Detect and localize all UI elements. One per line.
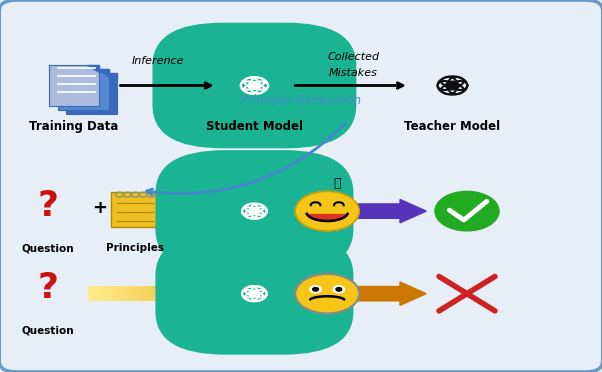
Bar bbox=[205, 204, 208, 218]
Bar bbox=[214, 204, 217, 218]
Bar bbox=[168, 286, 172, 301]
Bar bbox=[225, 286, 229, 301]
Bar bbox=[88, 286, 93, 301]
Bar bbox=[164, 286, 169, 301]
Text: +: + bbox=[93, 199, 108, 217]
Bar bbox=[134, 286, 138, 301]
Bar bbox=[180, 204, 182, 218]
Polygon shape bbox=[97, 69, 108, 76]
Text: Inference: Inference bbox=[132, 56, 185, 66]
Bar bbox=[221, 286, 225, 301]
Bar bbox=[138, 286, 142, 301]
Circle shape bbox=[295, 191, 359, 231]
Circle shape bbox=[445, 81, 459, 90]
Text: Collected: Collected bbox=[327, 52, 379, 62]
Bar bbox=[100, 286, 104, 301]
Bar bbox=[96, 286, 101, 301]
Circle shape bbox=[310, 286, 321, 293]
FancyBboxPatch shape bbox=[58, 69, 108, 110]
Bar bbox=[104, 286, 108, 301]
Bar bbox=[193, 204, 195, 218]
Bar bbox=[211, 204, 213, 218]
Bar bbox=[209, 204, 211, 218]
Text: Principles: Principles bbox=[106, 243, 164, 253]
Bar bbox=[107, 286, 112, 301]
Bar bbox=[119, 286, 123, 301]
Bar bbox=[216, 204, 219, 218]
Bar bbox=[126, 286, 131, 301]
Bar bbox=[115, 286, 119, 301]
Text: 💡: 💡 bbox=[333, 177, 341, 190]
Bar bbox=[178, 204, 181, 218]
Bar bbox=[217, 286, 222, 301]
Bar bbox=[232, 204, 235, 218]
Bar bbox=[207, 204, 209, 218]
Bar bbox=[209, 286, 214, 301]
Bar bbox=[111, 286, 116, 301]
Bar bbox=[185, 204, 188, 218]
Text: Student Model: Student Model bbox=[206, 120, 303, 132]
Bar bbox=[175, 204, 177, 218]
Text: Principle Generation: Principle Generation bbox=[241, 94, 361, 107]
Bar bbox=[173, 204, 175, 218]
Bar bbox=[238, 204, 240, 218]
Bar bbox=[202, 204, 204, 218]
Bar bbox=[202, 286, 206, 301]
Bar bbox=[203, 204, 206, 218]
Polygon shape bbox=[307, 214, 347, 221]
Circle shape bbox=[249, 208, 260, 215]
Bar bbox=[196, 204, 199, 218]
Bar bbox=[187, 286, 191, 301]
Text: Question: Question bbox=[21, 326, 74, 336]
Bar bbox=[130, 286, 134, 301]
Text: Question: Question bbox=[21, 243, 74, 253]
Bar bbox=[234, 204, 237, 218]
Bar bbox=[229, 286, 233, 301]
Bar bbox=[141, 286, 146, 301]
Circle shape bbox=[336, 288, 342, 291]
Bar bbox=[222, 204, 224, 218]
FancyBboxPatch shape bbox=[49, 65, 99, 106]
Bar bbox=[184, 204, 186, 218]
Bar bbox=[232, 286, 237, 301]
Polygon shape bbox=[105, 73, 117, 80]
FancyArrow shape bbox=[356, 282, 426, 305]
Bar bbox=[122, 286, 127, 301]
FancyBboxPatch shape bbox=[111, 192, 159, 227]
Bar bbox=[200, 204, 202, 218]
Bar bbox=[187, 204, 190, 218]
Circle shape bbox=[312, 288, 318, 291]
Bar bbox=[179, 286, 184, 301]
Circle shape bbox=[333, 286, 344, 293]
Bar bbox=[218, 204, 220, 218]
Bar bbox=[189, 204, 191, 218]
Bar bbox=[171, 204, 173, 218]
Polygon shape bbox=[87, 65, 99, 72]
Text: ?: ? bbox=[37, 271, 58, 305]
Bar bbox=[191, 204, 193, 218]
Bar bbox=[198, 204, 200, 218]
Bar bbox=[194, 286, 199, 301]
Bar bbox=[167, 204, 169, 218]
Bar bbox=[191, 286, 195, 301]
Text: Mistakes: Mistakes bbox=[329, 68, 378, 78]
Bar bbox=[220, 204, 222, 218]
FancyBboxPatch shape bbox=[155, 150, 353, 272]
Bar bbox=[236, 204, 238, 218]
Bar bbox=[157, 286, 161, 301]
Bar bbox=[206, 286, 210, 301]
Circle shape bbox=[435, 191, 499, 231]
Bar bbox=[213, 204, 215, 218]
Bar bbox=[172, 286, 176, 301]
Circle shape bbox=[248, 81, 261, 89]
Bar bbox=[198, 286, 202, 301]
Bar bbox=[145, 286, 149, 301]
Bar bbox=[160, 286, 165, 301]
Bar bbox=[92, 286, 96, 301]
Bar bbox=[149, 286, 154, 301]
Bar bbox=[231, 204, 233, 218]
FancyBboxPatch shape bbox=[155, 232, 353, 355]
Bar bbox=[227, 204, 229, 218]
FancyBboxPatch shape bbox=[66, 73, 117, 114]
